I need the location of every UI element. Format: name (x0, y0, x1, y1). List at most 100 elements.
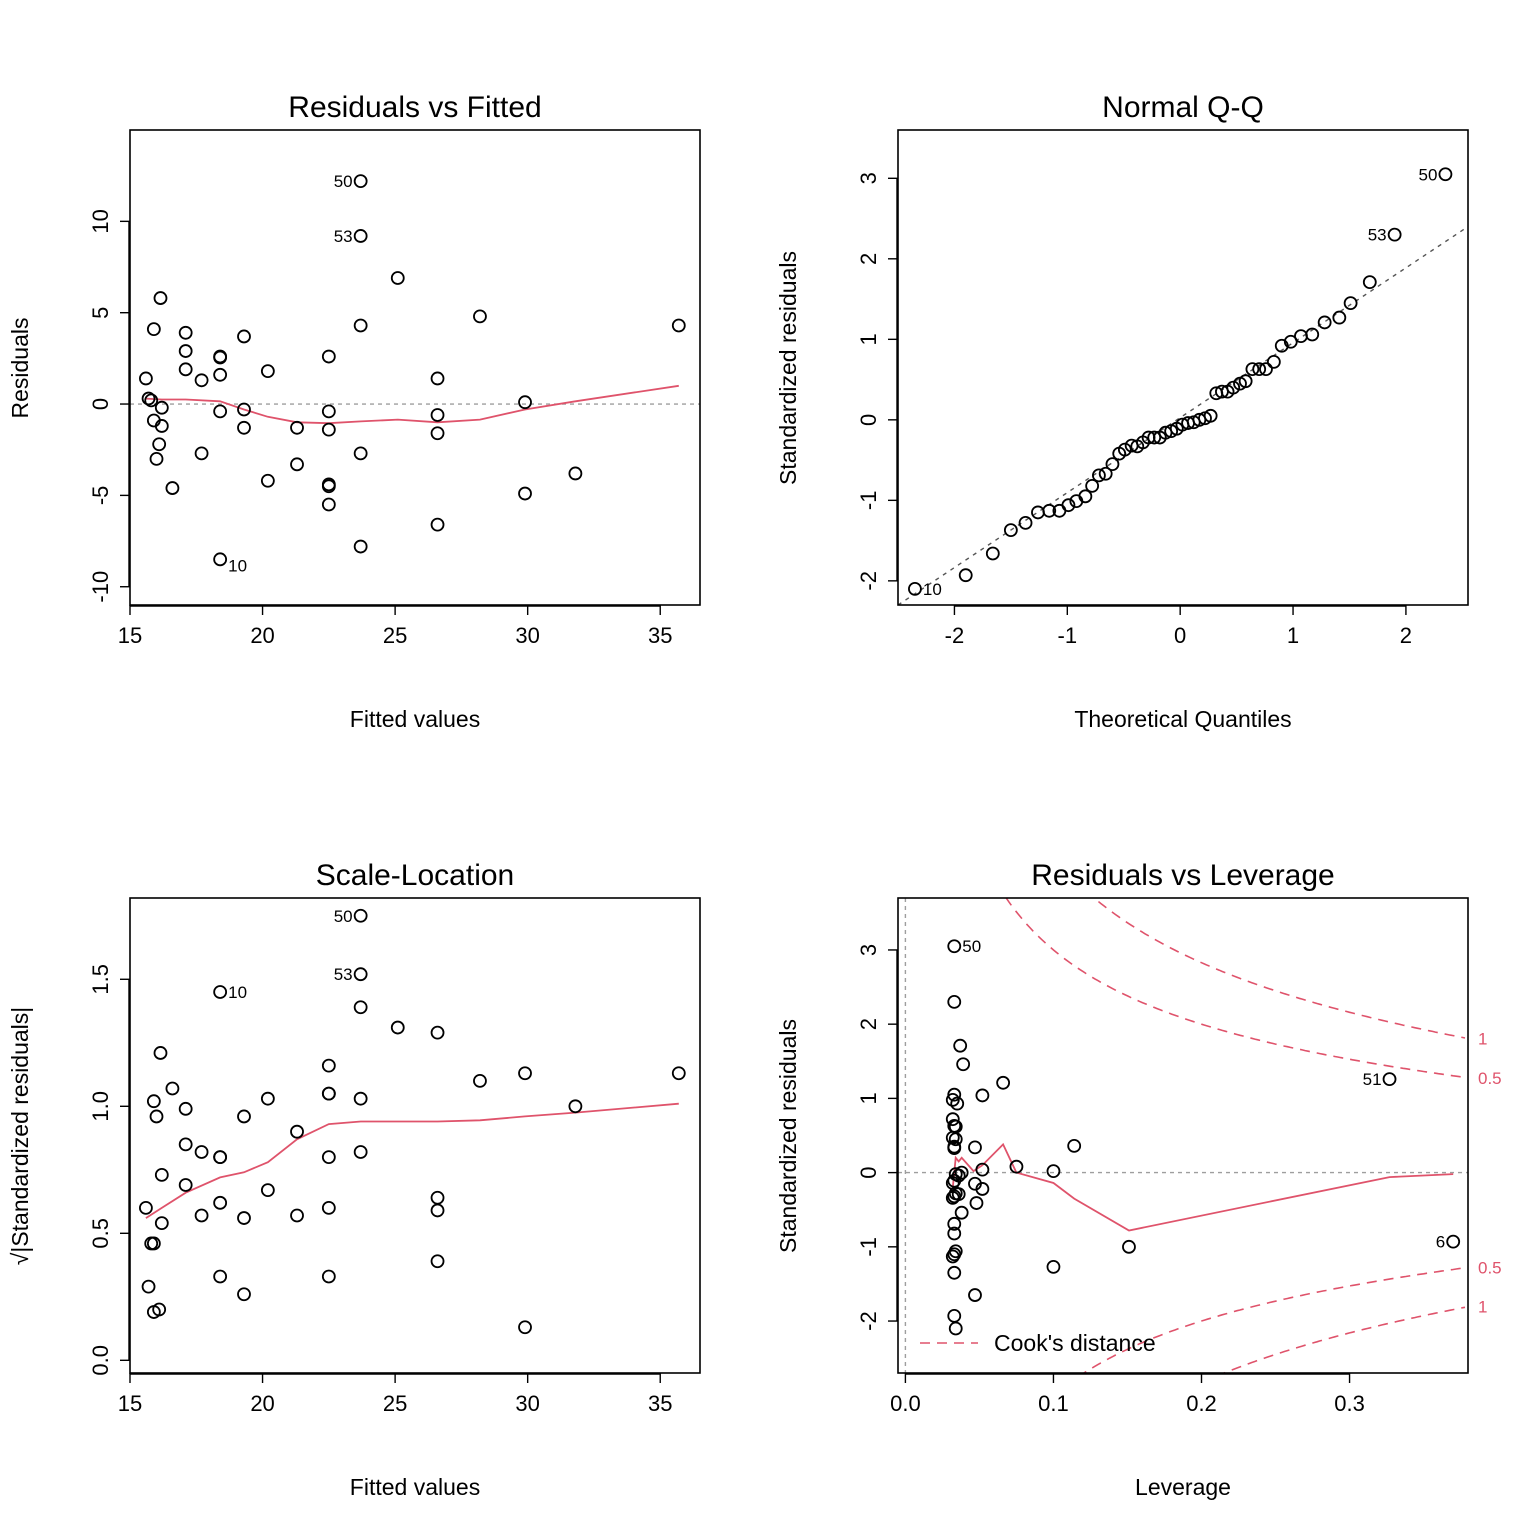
data-point (141, 1279, 156, 1294)
plot-area (139, 908, 686, 1335)
cooks-distance-contour (1092, 898, 1466, 1039)
data-point (947, 1308, 962, 1323)
data-point (1446, 1234, 1461, 1249)
data-point (390, 1020, 405, 1035)
panel-title: Residuals vs Leverage (1031, 859, 1335, 892)
data-point (945, 1092, 960, 1107)
cooks-contour-label: 1 (1478, 1030, 1487, 1049)
data-point (1098, 466, 1113, 481)
data-point (1122, 1239, 1136, 1254)
data-point (353, 539, 368, 554)
y-tick-label: 3 (856, 172, 881, 184)
y-tick-label: 0 (856, 414, 881, 426)
data-point (954, 1165, 969, 1180)
x-axis-label: Fitted values (350, 1474, 480, 1500)
x-tick-label: 35 (648, 623, 672, 648)
data-point (178, 362, 193, 377)
x-tick-label: 0.0 (890, 1391, 921, 1416)
qq-reference-line (898, 226, 1468, 605)
plot-frame (129, 897, 701, 1374)
point-label: 50 (1419, 165, 1438, 184)
data-point (213, 985, 228, 999)
x-tick-label: 2 (1400, 623, 1412, 648)
point-label: 50 (334, 907, 353, 926)
data-point (1092, 468, 1106, 483)
y-tick-label: 0.5 (88, 1218, 113, 1249)
data-point (953, 1038, 968, 1053)
data-point (213, 367, 228, 382)
data-point (1046, 1259, 1061, 1274)
data-point (290, 420, 304, 435)
data-point (1252, 362, 1267, 377)
smooth-line (145, 1102, 679, 1219)
plot-area (898, 167, 1468, 605)
data-point (194, 1145, 209, 1159)
data-point (968, 1288, 982, 1302)
y-axis-label: √|Standardized residuals| (7, 1007, 33, 1266)
data-point (149, 1109, 164, 1124)
data-point (671, 1066, 686, 1081)
y-tick-label: -2 (856, 1311, 881, 1331)
data-point (146, 1236, 161, 1251)
point-label: 53 (334, 227, 353, 246)
data-point (237, 1287, 251, 1302)
data-point (1031, 505, 1045, 520)
data-point (1085, 478, 1100, 493)
data-point (154, 1216, 169, 1231)
data-point (260, 473, 275, 488)
y-axis-label: Standardized residuals (775, 251, 801, 485)
data-point (213, 1150, 228, 1164)
panel-title: Residuals vs Fitted (288, 91, 541, 124)
data-point (975, 1162, 990, 1177)
x-tick-label: 20 (250, 623, 274, 648)
data-point (1203, 408, 1218, 423)
data-point (237, 420, 251, 435)
data-point (945, 1112, 960, 1127)
plot-frame (897, 897, 1469, 1374)
data-point (178, 1101, 193, 1116)
point-label: 53 (1368, 226, 1387, 245)
data-point (947, 1265, 962, 1280)
data-point (568, 1099, 583, 1114)
data-point (152, 1302, 167, 1317)
data-point (321, 1150, 336, 1164)
panel-residuals-vs-leverage: Residuals vs Leverage Leverage Standardi… (775, 859, 1502, 1500)
data-point (237, 1109, 251, 1124)
data-point (139, 371, 153, 386)
data-point (956, 1057, 971, 1072)
data-point (945, 1249, 960, 1264)
y-tick-label: 1 (856, 333, 881, 345)
x-tick-label: 0.1 (1038, 1391, 1069, 1416)
data-point (1147, 430, 1162, 445)
y-tick-label: 3 (856, 944, 881, 956)
panel-residuals-vs-fitted: Residuals vs Fitted Fitted values Residu… (7, 91, 701, 732)
data-point (321, 349, 336, 364)
data-point (213, 404, 228, 419)
data-point (321, 404, 336, 419)
data-point (353, 1091, 368, 1106)
y-tick-label: -5 (88, 486, 113, 506)
data-point (430, 1025, 445, 1040)
data-point (321, 1269, 336, 1284)
data-point (1117, 442, 1132, 457)
point-label: 50 (962, 937, 981, 956)
data-point (194, 373, 209, 388)
data-point (260, 1091, 275, 1106)
data-point (321, 1086, 336, 1101)
data-point (1382, 1072, 1397, 1086)
data-point (430, 371, 445, 386)
data-point (213, 350, 228, 365)
data-point (1438, 167, 1453, 182)
data-point (390, 271, 405, 285)
data-point (958, 568, 973, 583)
data-point (947, 1247, 962, 1262)
data-point (950, 1096, 965, 1111)
x-axis-label: Leverage (1135, 1474, 1231, 1500)
x-tick-label: 15 (118, 623, 142, 648)
data-point (178, 1137, 193, 1152)
data-point (353, 174, 368, 189)
data-point (1226, 380, 1241, 395)
data-point (975, 1088, 990, 1103)
y-tick-label: -1 (856, 1237, 881, 1257)
data-point (149, 451, 164, 466)
